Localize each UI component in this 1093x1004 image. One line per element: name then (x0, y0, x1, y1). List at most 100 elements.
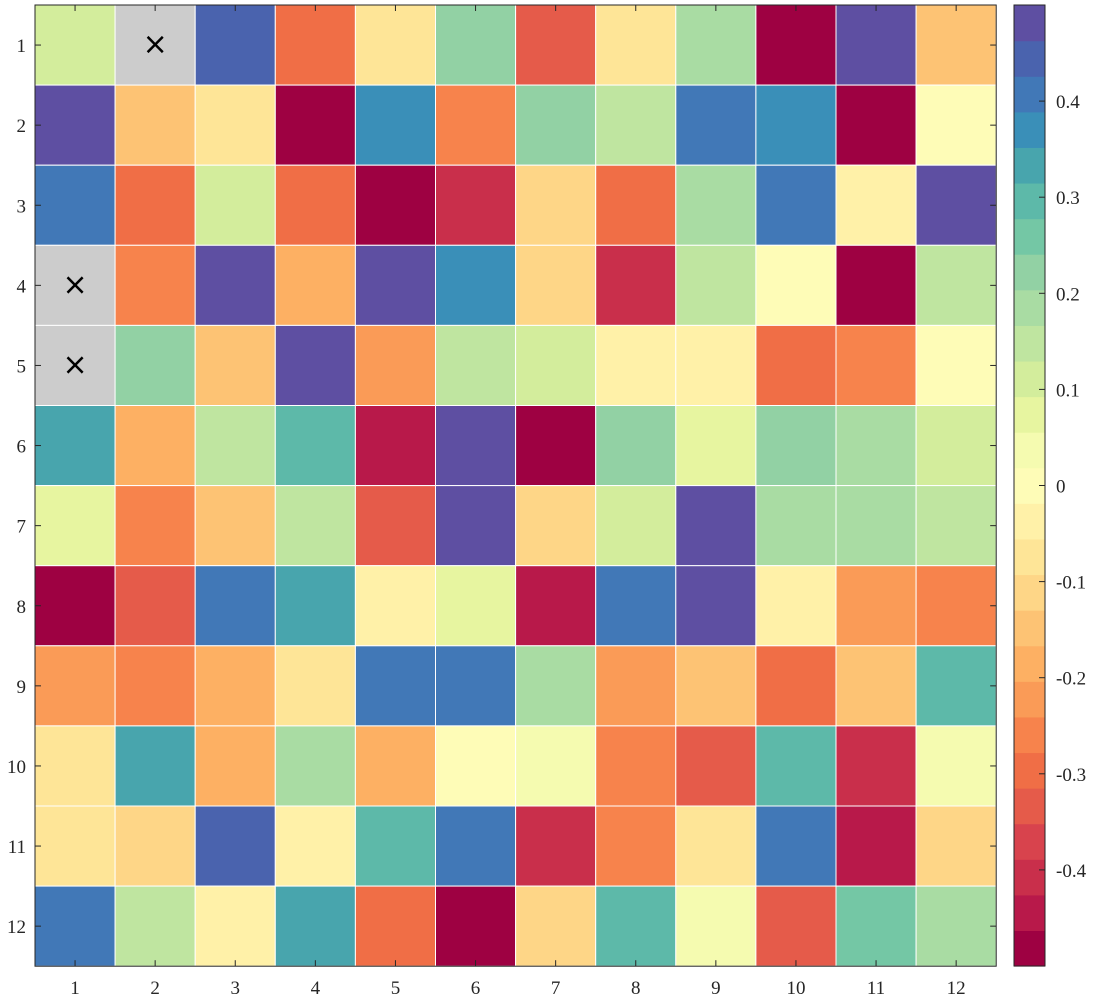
plot-frame (34, 4, 997, 967)
heatmap-cell-r1-c4 (274, 4, 356, 86)
y-tick-label: 10 (7, 757, 26, 778)
heatmap-cell-r10-c6 (435, 725, 517, 807)
y-tick-label: 12 (7, 917, 26, 938)
heatmap-cell-r8-c4 (274, 565, 356, 647)
heatmap-cell-r11-c2 (114, 805, 196, 887)
heatmap-cell-r4-c9 (675, 244, 757, 326)
heatmap-cell-r1-c12 (915, 4, 997, 86)
heatmap-cell-r8-c7 (515, 565, 597, 647)
heatmap-cell-r6-c5 (354, 405, 436, 487)
y-tick-label: 4 (17, 276, 27, 297)
missing-marker-r1-c2: × (143, 27, 168, 62)
heatmap-cell-r1-c9 (675, 4, 757, 86)
heatmap-cell-r5-c11 (835, 324, 917, 406)
colorbar-segment (1014, 254, 1045, 291)
heatmap-cells (34, 4, 997, 967)
heatmap-cell-r4-c7 (515, 244, 597, 326)
heatmap-cell-r10-c5 (354, 725, 436, 807)
heatmap-cell-r1-c6 (435, 4, 517, 86)
heatmap-cell-r12-c4 (274, 885, 356, 967)
heatmap-cell-r11-c10 (755, 805, 837, 887)
heatmap-cell-r1-c8 (595, 4, 677, 86)
colorbar-segment (1014, 610, 1045, 647)
heatmap-cell-r9-c11 (835, 645, 917, 727)
heatmap-cell-r7-c1 (34, 485, 116, 567)
heatmap-cell-r5-c4 (274, 324, 356, 406)
heatmap-cell-r12-c7 (515, 885, 597, 967)
x-tick-label: 11 (867, 978, 885, 999)
heatmap-cell-r4-c4 (274, 244, 356, 326)
heatmap-cell-r5-c7 (515, 324, 597, 406)
heatmap-cell-r12-c8 (595, 885, 677, 967)
heatmap-cell-r10-c12 (915, 725, 997, 807)
heatmap-cell-r11-c4 (274, 805, 356, 887)
heatmap-cell-r1-c1 (34, 4, 116, 86)
heatmap-cell-r8-c12 (915, 565, 997, 647)
heatmap-cell-r2-c8 (595, 84, 677, 166)
colorbar-segment (1014, 432, 1045, 469)
heatmap-cell-r10-c4 (274, 725, 356, 807)
colorbar-segment (1014, 111, 1045, 148)
heatmap-cell-r12-c5 (354, 885, 436, 967)
heatmap-cell-r4-c1 (34, 244, 116, 326)
colorbar-tick-label: 0 (1056, 477, 1066, 498)
colorbar-segment (1014, 681, 1045, 718)
heatmap-cell-r9-c4 (274, 645, 356, 727)
colorbar-tick-label: -0.3 (1056, 765, 1086, 786)
heatmap-cell-r7-c11 (835, 485, 917, 567)
colorbar-segment (1014, 859, 1045, 896)
y-tick-label: 3 (17, 196, 27, 217)
heatmap-cell-r7-c12 (915, 485, 997, 567)
heatmap-cell-r12-c2 (114, 885, 196, 967)
heatmap-cell-r5-c12 (915, 324, 997, 406)
heatmap-cell-r3-c9 (675, 164, 757, 246)
heatmap-cell-r5-c1 (34, 324, 116, 406)
colorbar-segment (1014, 396, 1045, 433)
heatmap-cell-r6-c2 (114, 405, 196, 487)
heatmap-cell-r3-c4 (274, 164, 356, 246)
heatmap-cell-r6-c12 (915, 405, 997, 487)
x-tick-label: 9 (711, 978, 721, 999)
colorbar-segment (1014, 76, 1045, 113)
colorbar-segment (1014, 218, 1045, 255)
heatmap-cell-r12-c6 (435, 885, 517, 967)
colorbar-tick-label: -0.1 (1056, 573, 1086, 594)
x-tick-label: 7 (551, 978, 561, 999)
heatmap-cell-r8-c1 (34, 565, 116, 647)
colorbar-tick-label: -0.4 (1056, 861, 1087, 882)
heatmap-cell-r2-c4 (274, 84, 356, 166)
heatmap-cell-r6-c11 (835, 405, 917, 487)
heatmap-cell-r7-c3 (194, 485, 276, 567)
heatmap-cell-r3-c5 (354, 164, 436, 246)
heatmap-cell-r9-c7 (515, 645, 597, 727)
x-tick-label: 1 (70, 978, 80, 999)
heatmap-cell-r7-c10 (755, 485, 837, 567)
missing-marker-r4-c1: × (62, 267, 87, 302)
heatmap-cell-r10-c2 (114, 725, 196, 807)
heatmap-cell-r11-c1 (34, 805, 116, 887)
heatmap-cell-r2-c2 (114, 84, 196, 166)
heatmap-cell-r10-c3 (194, 725, 276, 807)
heatmap-cell-r11-c12 (915, 805, 997, 887)
colorbar-segment (1014, 5, 1045, 42)
colorbar-segment (1014, 930, 1045, 967)
heatmap-cell-r3-c7 (515, 164, 597, 246)
x-tick-label: 3 (231, 978, 241, 999)
heatmap-cell-r6-c8 (595, 405, 677, 487)
heatmap-cell-r4-c6 (435, 244, 517, 326)
heatmap-cell-r6-c1 (34, 405, 116, 487)
colorbar-segment (1014, 503, 1045, 540)
heatmap-cell-r12-c11 (835, 885, 917, 967)
y-tick-label: 9 (17, 677, 27, 698)
x-axis-ticks: 1 2 3 4 5 6 7 8 9 10 11 12 (70, 5, 966, 999)
heatmap-cell-r10-c10 (755, 725, 837, 807)
heatmap-cell-r7-c9 (675, 485, 757, 567)
heatmap-cell-r9-c12 (915, 645, 997, 727)
heatmap-cell-r4-c3 (194, 244, 276, 326)
heatmap-cell-r11-c6 (435, 805, 517, 887)
heatmap-cell-r9-c2 (114, 645, 196, 727)
heatmap-cell-r10-c1 (34, 725, 116, 807)
heatmap-cell-r2-c9 (675, 84, 757, 166)
